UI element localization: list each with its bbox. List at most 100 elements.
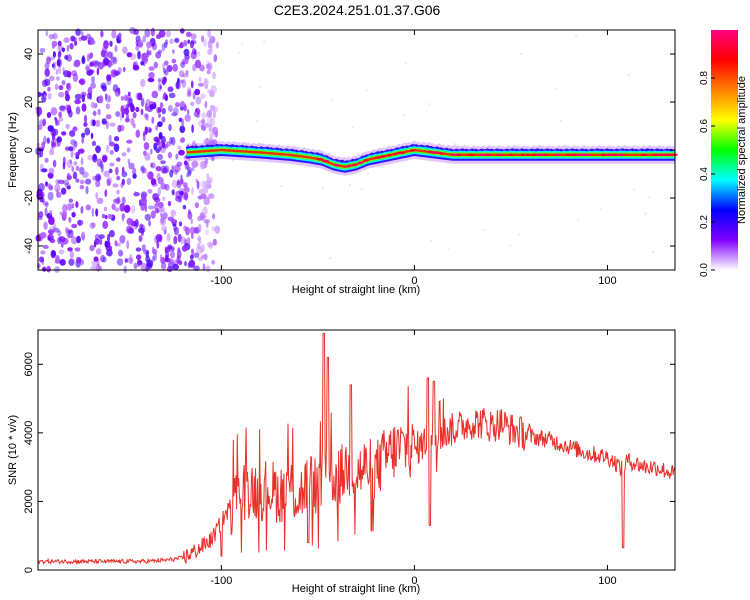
noise-dot (112, 84, 119, 93)
noise-dot (151, 255, 155, 262)
noise-dot (137, 92, 143, 101)
noise-dot (135, 106, 140, 113)
noise-dot (170, 112, 178, 117)
signal-hot-spot (520, 153, 525, 157)
noise-dot (203, 80, 209, 85)
noise-dot (64, 55, 69, 60)
noise-dot (116, 175, 121, 181)
noise-dot (100, 254, 106, 263)
noise-dot (187, 169, 192, 177)
noise-dot (68, 198, 74, 203)
noise-dot (140, 53, 147, 62)
noise-dot (95, 119, 101, 127)
noise-dot (63, 37, 70, 43)
noise-dot (203, 196, 210, 206)
noise-dot (198, 188, 204, 195)
noise-dot (208, 193, 215, 200)
noise-dot (44, 62, 50, 70)
noise-dot (202, 186, 209, 194)
noise-dot (140, 229, 144, 236)
signal-hot-spot (542, 153, 550, 157)
noise-dot (181, 118, 185, 128)
noise-dot (206, 176, 213, 184)
noise-dot (178, 70, 185, 78)
noise-dot (161, 107, 166, 115)
noise-dot (161, 142, 166, 149)
signal-hot-spot (438, 152, 445, 155)
noise-dot (190, 232, 194, 240)
snr-plot-frame (37, 329, 676, 571)
noise-dot (632, 188, 636, 191)
noise-dot (132, 173, 137, 179)
noise-dot (79, 166, 85, 175)
noise-dot (141, 244, 146, 252)
noise-dot (51, 250, 56, 257)
noise-dot (102, 155, 108, 163)
signal-hot-spot (508, 153, 514, 157)
noise-dot (151, 116, 155, 124)
noise-dot (91, 260, 98, 267)
noise-dot (96, 258, 100, 267)
noise-dot (160, 183, 167, 190)
noise-dot (187, 39, 190, 44)
noise-dot (197, 236, 202, 242)
noise-dot (90, 266, 97, 271)
noise-dot (124, 94, 128, 102)
noise-dot (42, 266, 47, 273)
noise-dot (165, 30, 172, 38)
noise-dot (134, 219, 139, 228)
noise-dot (46, 137, 50, 144)
noise-dot (169, 38, 174, 45)
noise-dot (150, 210, 156, 219)
noise-dot (81, 56, 86, 65)
noise-dot (67, 247, 73, 252)
noise-dot (46, 112, 52, 118)
colorbar-tick-label: 0.4 (699, 167, 710, 181)
noise-dot (89, 222, 96, 230)
signal-hot-spot (652, 153, 660, 157)
noise-dot (42, 118, 46, 127)
noise-dot (40, 250, 46, 255)
noise-dot (170, 209, 177, 217)
colorbar: 0.0 0.2 0.4 0.6 0.8 Normalized spectral ampl… (699, 30, 748, 277)
noise-dot (182, 204, 187, 210)
noise-dot (58, 50, 62, 58)
noise-dot (83, 122, 88, 127)
noise-dot (173, 235, 178, 245)
noise-dot (108, 229, 115, 238)
signal-hot-spot (570, 153, 579, 157)
noise-dot (102, 43, 109, 50)
noise-dot (167, 244, 173, 250)
signal-hot-spot (616, 153, 626, 157)
noise-dot (47, 229, 55, 235)
noise-dot (146, 171, 150, 177)
noise-dot (51, 40, 58, 47)
noise-dot (90, 101, 95, 109)
noise-dot (155, 125, 159, 131)
noise-dot (187, 166, 192, 175)
noise-dot (215, 41, 219, 49)
noise-dot (106, 178, 111, 187)
noise-dot (47, 236, 51, 241)
noise-dot (101, 118, 107, 125)
noise-dot (141, 165, 145, 174)
noise-dot (91, 140, 97, 147)
noise-dot (185, 31, 192, 38)
noise-dot (147, 77, 155, 83)
signal-hot-spot (483, 153, 492, 157)
signal-hot-spot (581, 153, 591, 157)
noise-dot (150, 162, 153, 168)
signal-hot-spot (611, 153, 619, 157)
noise-dot (41, 197, 45, 203)
noise-dot (46, 55, 51, 63)
noise-dot (132, 111, 137, 119)
noise-dot (158, 132, 163, 140)
noise-dot (66, 175, 72, 181)
noise-dot (174, 37, 180, 43)
noise-dot (47, 86, 51, 92)
noise-dot (168, 123, 172, 132)
noise-dot (47, 191, 54, 201)
noise-dot (43, 93, 47, 99)
noise-dot (151, 90, 159, 99)
colorbar-tick-label: 0.6 (699, 119, 710, 133)
